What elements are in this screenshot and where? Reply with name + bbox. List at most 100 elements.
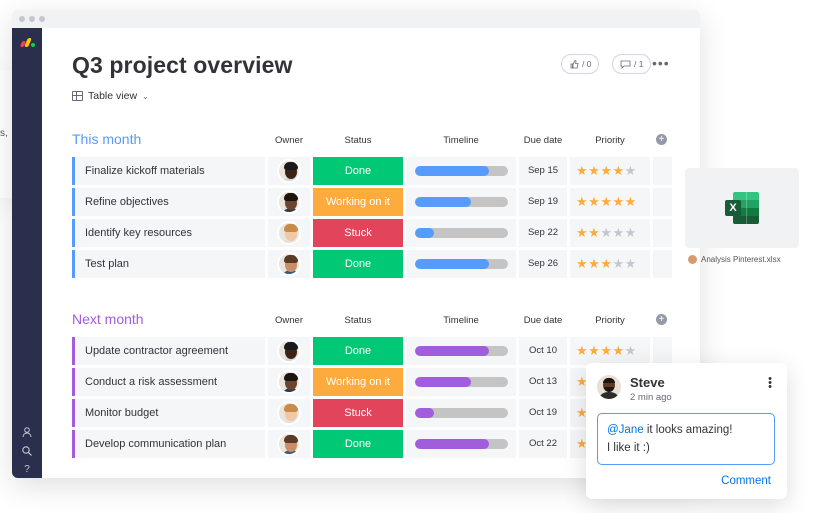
star-icon[interactable]: ★ <box>612 343 625 358</box>
due-date[interactable]: Sep 19 <box>519 188 567 216</box>
owner-cell[interactable] <box>268 188 310 216</box>
priority-rating[interactable]: ★★★★★ <box>570 157 650 185</box>
star-icon[interactable]: ★ <box>600 163 613 178</box>
status-badge[interactable]: Done <box>313 430 403 458</box>
star-icon[interactable]: ★ <box>588 256 601 271</box>
item-name[interactable]: Refine objectives <box>72 188 265 216</box>
due-date[interactable]: Oct 19 <box>519 399 567 427</box>
star-icon[interactable]: ★ <box>612 256 625 271</box>
star-icon[interactable]: ★ <box>624 256 637 271</box>
star-icon[interactable]: ★ <box>624 343 637 358</box>
table-row[interactable]: Identify key resources Stuck Sep 22 ★★★★★ <box>72 219 672 247</box>
window-dot[interactable] <box>29 16 35 22</box>
item-name[interactable]: Develop communication plan <box>72 430 265 458</box>
updates-button[interactable]: / 1 <box>612 54 652 74</box>
star-icon[interactable]: ★ <box>600 225 613 240</box>
star-icon[interactable]: ★ <box>576 436 589 451</box>
owner-cell[interactable] <box>268 399 310 427</box>
star-icon[interactable]: ★ <box>624 163 637 178</box>
status-badge[interactable]: Done <box>313 250 403 278</box>
add-column-icon[interactable]: + <box>656 134 667 145</box>
user-icon[interactable] <box>21 426 33 438</box>
table-row[interactable]: Update contractor agreement Done Oct 10 ★★★… <box>72 337 672 365</box>
status-badge[interactable]: Stuck <box>313 219 403 247</box>
star-icon[interactable]: ★ <box>600 194 613 209</box>
priority-rating[interactable]: ★★★★★ <box>570 188 650 216</box>
column-header-timeline[interactable]: Timeline <box>443 135 479 146</box>
timeline-cell[interactable] <box>406 337 516 365</box>
due-date[interactable]: Oct 13 <box>519 368 567 396</box>
attachment-preview[interactable]: X <box>685 168 799 248</box>
timeline-cell[interactable] <box>406 250 516 278</box>
star-icon[interactable]: ★ <box>576 374 589 389</box>
star-icon[interactable]: ★ <box>588 343 601 358</box>
column-header-status[interactable]: Status <box>344 315 372 326</box>
help-icon[interactable]: ? <box>24 464 30 475</box>
owner-cell[interactable] <box>268 219 310 247</box>
column-header-status[interactable]: Status <box>344 135 372 146</box>
status-badge[interactable]: Done <box>313 337 403 365</box>
item-name[interactable]: Conduct a risk assessment <box>72 368 265 396</box>
due-date[interactable]: Sep 26 <box>519 250 567 278</box>
column-header-owner[interactable]: Owner <box>275 135 303 146</box>
owner-cell[interactable] <box>268 250 310 278</box>
due-date[interactable]: Sep 15 <box>519 157 567 185</box>
priority-rating[interactable]: ★★★★★ <box>570 219 650 247</box>
column-header-owner[interactable]: Owner <box>275 315 303 326</box>
window-dot[interactable] <box>19 16 25 22</box>
star-icon[interactable]: ★ <box>612 225 625 240</box>
mention[interactable]: @Jane <box>607 424 644 436</box>
more-options-icon[interactable]: ••• <box>652 55 670 71</box>
star-icon[interactable]: ★ <box>600 256 613 271</box>
star-icon[interactable]: ★ <box>612 194 625 209</box>
column-header-due-date[interactable]: Due date <box>523 135 563 146</box>
table-row[interactable]: Conduct a risk assessment Working on it Oc… <box>72 368 672 396</box>
owner-cell[interactable] <box>268 430 310 458</box>
attachment-file-name[interactable]: Analysis Pinterest.xlsx <box>701 255 781 264</box>
kebab-menu-icon[interactable]: • • • <box>768 373 772 393</box>
due-date[interactable]: Oct 10 <box>519 337 567 365</box>
item-name[interactable]: Update contractor agreement <box>72 337 265 365</box>
column-header-due-date[interactable]: Due date <box>523 315 563 326</box>
status-badge[interactable]: Working on it <box>313 188 403 216</box>
status-badge[interactable]: Done <box>313 157 403 185</box>
column-header-priority[interactable]: Priority <box>595 135 625 146</box>
due-date[interactable]: Sep 22 <box>519 219 567 247</box>
timeline-cell[interactable] <box>406 157 516 185</box>
star-icon[interactable]: ★ <box>588 194 601 209</box>
item-name[interactable]: Finalize kickoff materials <box>72 157 265 185</box>
group-title[interactable]: This month <box>72 131 142 147</box>
likes-button[interactable]: / 0 <box>561 54 600 74</box>
group-title[interactable]: Next month <box>72 311 144 327</box>
owner-cell[interactable] <box>268 368 310 396</box>
timeline-cell[interactable] <box>406 368 516 396</box>
table-row[interactable]: Finalize kickoff materials Done Sep 15 ★★★★… <box>72 157 672 185</box>
star-icon[interactable]: ★ <box>576 194 589 209</box>
owner-cell[interactable] <box>268 157 310 185</box>
star-icon[interactable]: ★ <box>624 225 637 240</box>
star-icon[interactable]: ★ <box>588 225 601 240</box>
due-date[interactable]: Oct 22 <box>519 430 567 458</box>
priority-rating[interactable]: ★★★★★ <box>570 250 650 278</box>
timeline-cell[interactable] <box>406 188 516 216</box>
timeline-cell[interactable] <box>406 219 516 247</box>
status-badge[interactable]: Working on it <box>313 368 403 396</box>
column-header-timeline[interactable]: Timeline <box>443 315 479 326</box>
star-icon[interactable]: ★ <box>576 163 589 178</box>
item-name[interactable]: Test plan <box>72 250 265 278</box>
monday-logo-icon[interactable] <box>19 37 35 47</box>
star-icon[interactable]: ★ <box>612 163 625 178</box>
column-header-priority[interactable]: Priority <box>595 315 625 326</box>
star-icon[interactable]: ★ <box>624 194 637 209</box>
star-icon[interactable]: ★ <box>576 343 589 358</box>
timeline-cell[interactable] <box>406 399 516 427</box>
status-badge[interactable]: Stuck <box>313 399 403 427</box>
star-icon[interactable]: ★ <box>576 225 589 240</box>
comment-input[interactable]: @Jane it looks amazing! I like it :) <box>597 413 775 465</box>
table-row[interactable]: Refine objectives Working on it Sep 19 ★★★★… <box>72 188 672 216</box>
add-column-icon[interactable]: + <box>656 314 667 325</box>
star-icon[interactable]: ★ <box>576 405 589 420</box>
timeline-cell[interactable] <box>406 430 516 458</box>
